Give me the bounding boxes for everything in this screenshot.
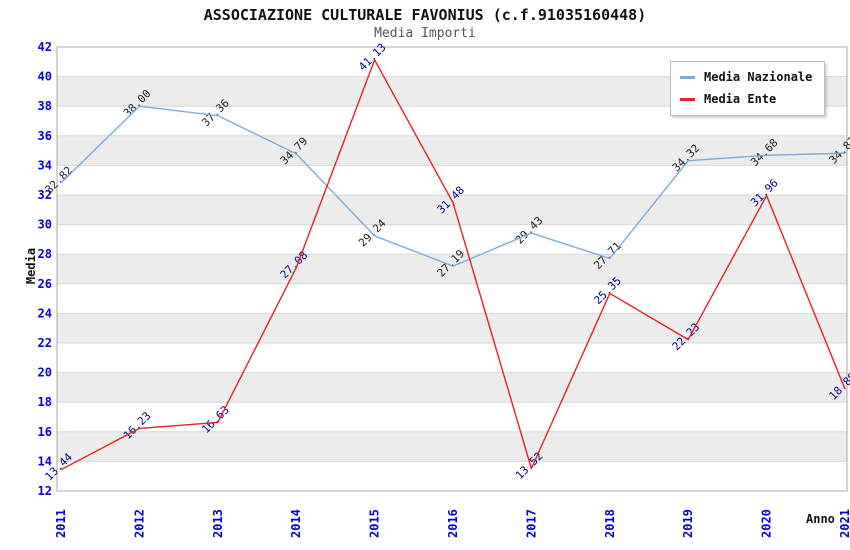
y-axis-title: Media xyxy=(24,247,38,285)
plot-band xyxy=(57,431,847,462)
y-tick-label: 24 xyxy=(38,306,52,320)
chart-title: ASSOCIAZIONE CULTURALE FAVONIUS (c.f.910… xyxy=(203,6,647,24)
legend-label-media-nazionale: Media Nazionale xyxy=(704,70,813,84)
point-label: 16.63 xyxy=(199,403,232,436)
y-tick-label: 34 xyxy=(38,158,52,172)
point-label: 41.13 xyxy=(356,41,389,74)
y-tick-label: 38 xyxy=(38,99,52,113)
y-tick-label: 12 xyxy=(38,484,52,498)
y-tick-label: 16 xyxy=(38,425,52,439)
x-tick-label: 2013 xyxy=(211,509,225,538)
plot-band xyxy=(57,372,847,403)
series-line-media-ente xyxy=(60,59,846,471)
y-tick-label: 14 xyxy=(38,454,52,468)
x-tick-label: 2019 xyxy=(681,509,695,538)
x-tick-label: 2014 xyxy=(289,509,303,538)
x-tick-label: 2011 xyxy=(54,509,68,538)
y-tick-label: 32 xyxy=(38,188,52,202)
x-tick-label: 2018 xyxy=(603,509,617,538)
legend-item-media-nazionale: Media Nazionale xyxy=(680,70,812,84)
y-tick-label: 30 xyxy=(38,218,52,232)
plot-border xyxy=(56,46,848,492)
y-tick-label: 40 xyxy=(38,70,52,84)
y-tick-label: 22 xyxy=(38,336,52,350)
legend-item-media-ente: Media Ente xyxy=(680,92,812,106)
chart-subtitle: Media Importi xyxy=(374,26,476,41)
x-tick-label: 2020 xyxy=(760,509,774,538)
y-tick-label: 18 xyxy=(38,395,52,409)
x-tick-label: 2016 xyxy=(446,509,460,538)
x-tick-label: 2015 xyxy=(368,509,382,538)
x-axis-title: Anno xyxy=(806,512,835,526)
legend-label-media-ente: Media Ente xyxy=(704,92,777,106)
y-tick-label: 20 xyxy=(38,366,52,380)
plot-band xyxy=(57,313,847,343)
legend-swatch-media-nazionale xyxy=(680,75,695,79)
x-tick-label: 2021 xyxy=(838,509,850,538)
y-tick-label: 42 xyxy=(38,40,52,54)
plot-band xyxy=(57,135,847,166)
y-tick-label: 36 xyxy=(38,129,52,143)
plot-band xyxy=(57,254,847,284)
y-tick-label: 26 xyxy=(38,277,52,291)
x-tick-label: 2017 xyxy=(524,509,538,538)
legend: Media Nazionale Media Ente xyxy=(670,61,826,116)
series-line-media-nazionale xyxy=(60,105,846,267)
y-tick-label: 28 xyxy=(38,247,52,261)
legend-swatch-media-ente xyxy=(680,97,695,101)
x-tick-label: 2012 xyxy=(132,509,146,538)
